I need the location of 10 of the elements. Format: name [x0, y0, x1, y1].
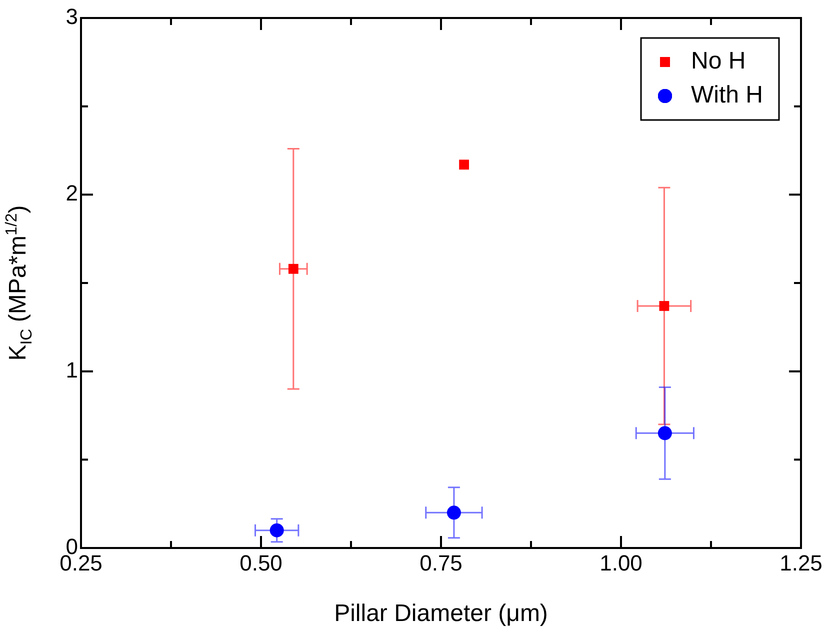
legend-label: With H — [691, 82, 763, 109]
x-tick-label: 1.25 — [780, 550, 822, 576]
y-tick-label: 1 — [66, 357, 78, 382]
x-tick-label: 0.75 — [420, 550, 462, 576]
y-tick-label: 2 — [66, 180, 78, 206]
x-tick-label: 0.50 — [240, 550, 282, 576]
y-tick-label: 3 — [66, 4, 78, 30]
x-tick-label: 1.00 — [600, 550, 642, 576]
legend-label: No H — [691, 48, 746, 75]
x-axis-title: Pillar Diameter (μm) — [334, 600, 548, 628]
